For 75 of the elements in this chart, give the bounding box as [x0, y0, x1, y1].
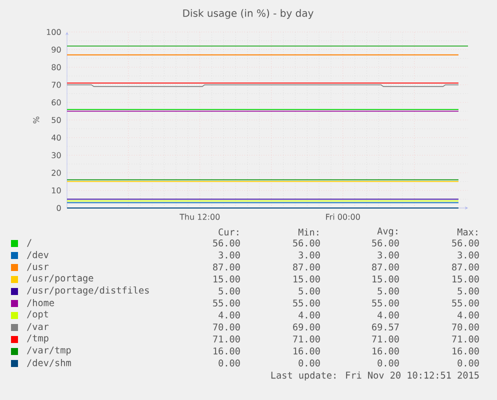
text: 3.00: [378, 251, 399, 259]
text: 56.00: [452, 239, 479, 247]
chart-title: Disk usage (in %) - by day: [183, 9, 314, 19]
y-tick-label: 70: [52, 82, 61, 88]
text: 87.00: [213, 263, 240, 271]
text: 71.00: [372, 335, 399, 343]
y-tick-label: 80: [52, 64, 61, 70]
legend-label: /tmp: [27, 334, 48, 344]
text: 55.00: [372, 299, 399, 307]
y-tick-label: 40: [52, 134, 61, 141]
text: 71.00: [293, 335, 320, 343]
text: 56.00: [372, 239, 399, 247]
legend-label: /opt: [27, 310, 48, 320]
text: 56.00: [213, 239, 240, 247]
y-tick-label: 10: [52, 187, 61, 194]
text: Max:: [457, 228, 478, 236]
text: 55.00: [213, 299, 240, 307]
legend-label: /dev: [27, 251, 48, 259]
y-tick-label: 0: [56, 204, 61, 212]
text: 4.00: [458, 311, 479, 319]
text: 0.00: [378, 359, 399, 367]
text: 70.00: [452, 323, 479, 331]
text: 15.00: [372, 275, 399, 283]
text: 87.00: [293, 263, 320, 271]
y-tick-label: 60: [52, 99, 61, 106]
text: 69.57: [372, 323, 399, 331]
y-tick-label: 30: [52, 152, 61, 158]
text: 56.00: [293, 239, 320, 247]
x-tick-label: Thu 12:00: [180, 214, 220, 220]
text: 16.00: [372, 347, 399, 355]
y-tick-label: 90: [52, 46, 61, 53]
text: 87.00: [372, 263, 399, 271]
text: 16.00: [452, 347, 479, 355]
y-tick-label: 100: [46, 28, 61, 36]
text: 3.00: [218, 251, 240, 259]
legend-label: /usr/portage: [27, 274, 94, 284]
text: 3.00: [298, 251, 320, 259]
text: 15.00: [214, 275, 240, 283]
text: 4.00: [378, 311, 399, 319]
legend-label: /var/tmp: [27, 346, 71, 356]
y-tick-label: 50: [52, 116, 61, 124]
text: 71.00: [213, 335, 240, 343]
legend-label: /usr/portage/distfiles: [27, 286, 149, 296]
text: Avg:: [377, 228, 398, 236]
text: 16.00: [214, 347, 240, 355]
legend-label: /dev/shm: [27, 359, 71, 367]
text: 71.00: [452, 335, 479, 343]
text: 70.00: [213, 323, 240, 331]
text: 5.00: [298, 287, 320, 295]
text: Min:: [298, 228, 318, 236]
text: 87.00: [452, 263, 479, 271]
y-axis-title: %: [33, 116, 40, 124]
text: 15.00: [294, 275, 320, 283]
text: 5.00: [378, 287, 399, 295]
text: Cur:: [218, 228, 238, 236]
legend-label: /var: [27, 323, 49, 331]
text: 4.00: [298, 311, 320, 319]
legend-label: /: [27, 239, 32, 247]
text: 0.00: [218, 359, 240, 367]
text: 16.00: [294, 347, 320, 355]
text: 69.00: [293, 323, 320, 331]
text: 5.00: [218, 287, 240, 295]
text: 55.00: [452, 299, 479, 307]
x-tick-label: Fri 00:00: [326, 214, 360, 220]
legend-label: /home: [27, 299, 54, 307]
text: 0.00: [458, 359, 479, 367]
text: Last update: Fri Nov 20 10:12:51 2015: [271, 371, 479, 380]
y-tick-label: 20: [52, 170, 61, 176]
text: 55.00: [293, 299, 320, 307]
text: 15.00: [452, 275, 479, 283]
text: 3.00: [458, 251, 479, 259]
legend-label: /usr: [27, 263, 49, 271]
text: 5.00: [458, 287, 479, 295]
text: 4.00: [218, 311, 240, 319]
text: 0.00: [298, 359, 320, 367]
